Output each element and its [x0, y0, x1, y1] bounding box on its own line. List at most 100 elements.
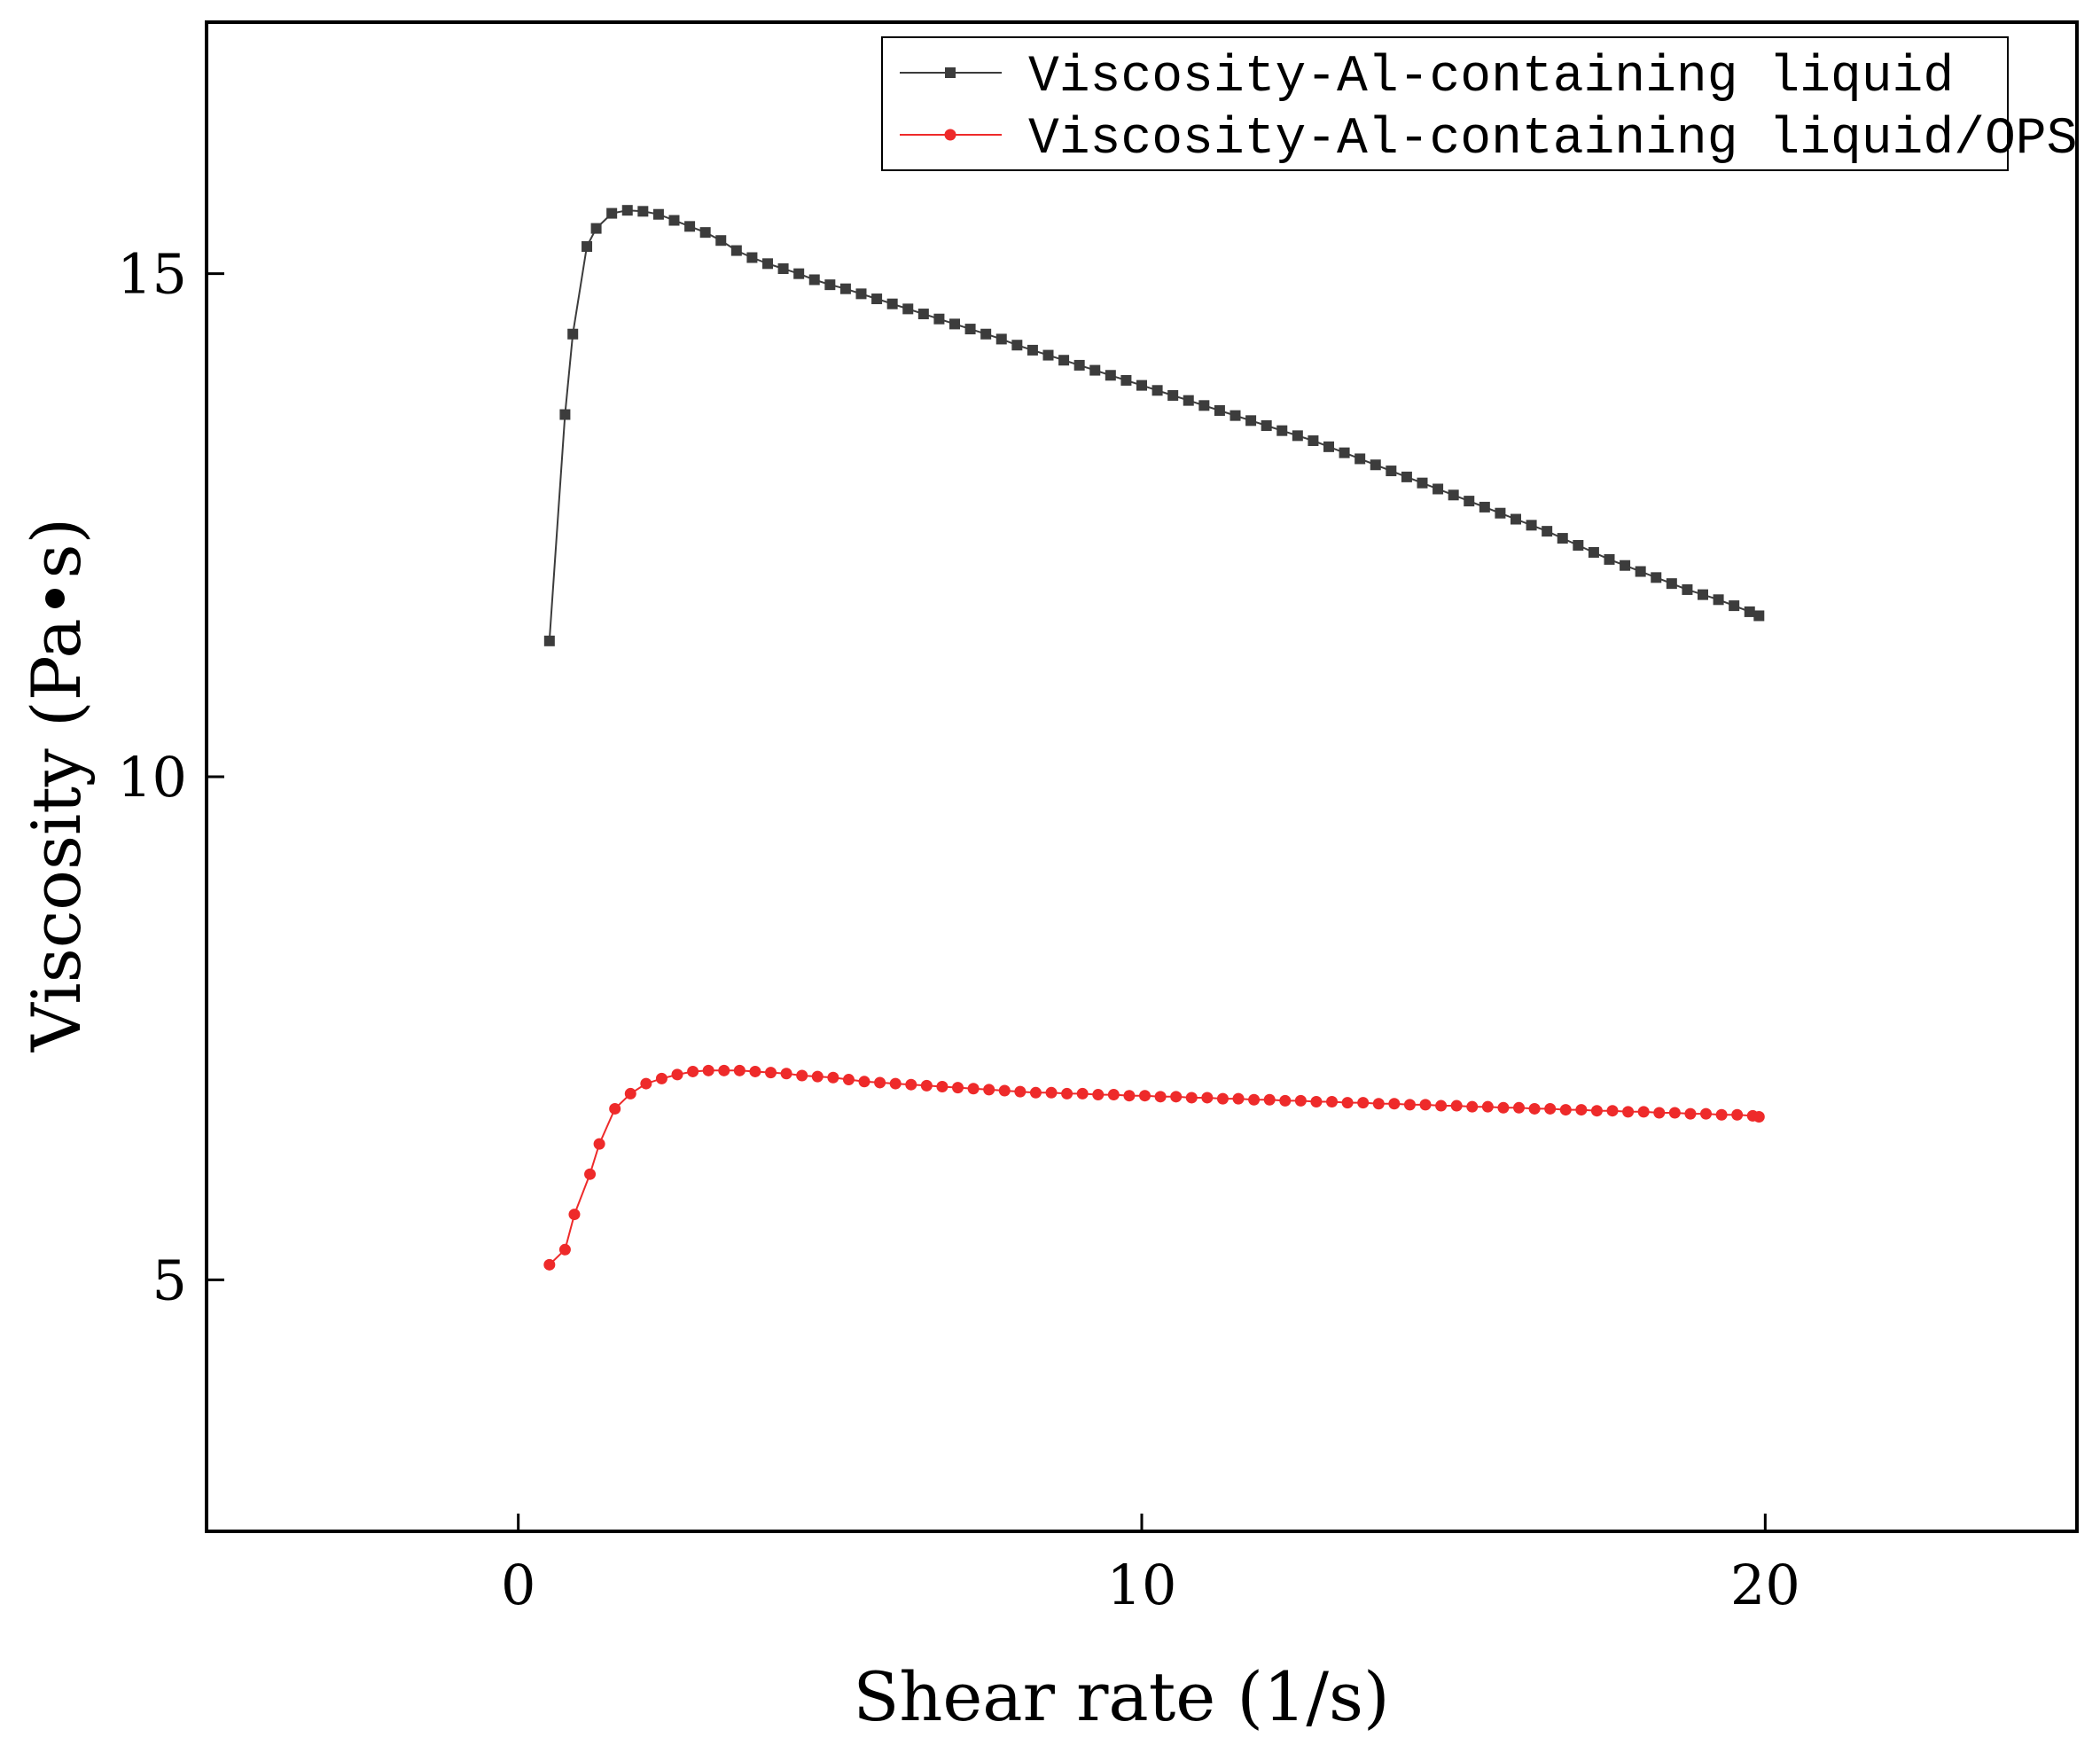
- data-point: [811, 1070, 824, 1083]
- data-point: [1544, 1102, 1557, 1115]
- data-point: [1230, 410, 1241, 421]
- data-point: [1466, 1100, 1479, 1113]
- data-point: [1372, 1098, 1385, 1110]
- data-point: [1753, 610, 1765, 622]
- data-point: [1698, 589, 1708, 600]
- y-tick-label: 10: [117, 745, 187, 810]
- data-point: [687, 1065, 699, 1077]
- data-point: [655, 1072, 667, 1084]
- data-point: [949, 318, 960, 330]
- data-point: [1653, 1107, 1666, 1119]
- data-point: [1123, 1090, 1136, 1102]
- data-point: [824, 279, 836, 291]
- data-series: [543, 205, 1765, 1271]
- data-point: [1136, 380, 1147, 391]
- data-point: [1073, 359, 1085, 371]
- data-point: [1388, 1098, 1401, 1110]
- legend-entry-2: Viscosity-Al-containing liquid/OPS: [900, 111, 2077, 168]
- data-point: [671, 1068, 683, 1081]
- legend: Viscosity-Al-containing liquidViscosity-…: [881, 36, 2077, 171]
- data-point: [715, 235, 727, 247]
- data-point: [762, 258, 773, 270]
- data-point: [668, 215, 680, 226]
- data-point: [793, 268, 805, 279]
- data-point: [1419, 1099, 1432, 1111]
- data-point: [543, 635, 555, 646]
- data-point: [1105, 370, 1116, 381]
- data-point: [1058, 355, 1070, 366]
- data-point: [1061, 1087, 1073, 1100]
- x-tick-label: 20: [1730, 1553, 1800, 1617]
- data-point: [777, 262, 789, 274]
- data-point: [1386, 466, 1397, 477]
- data-point: [1511, 513, 1521, 525]
- series-2: [543, 1064, 1765, 1271]
- data-point: [1606, 1105, 1619, 1117]
- legend-box: [881, 36, 2009, 171]
- data-point: [980, 328, 992, 340]
- data-point: [1464, 496, 1475, 507]
- data-point: [1263, 1093, 1276, 1106]
- data-point: [1045, 1086, 1058, 1099]
- data-point: [621, 205, 633, 216]
- data-point: [1354, 453, 1366, 465]
- legend-entry-1: Viscosity-Al-containing liquid: [900, 49, 1954, 106]
- data-point: [796, 1069, 808, 1082]
- data-point: [1198, 400, 1210, 411]
- x-tick-label: 0: [501, 1553, 535, 1617]
- data-point: [590, 223, 602, 234]
- data-point: [1248, 1093, 1261, 1106]
- data-point: [684, 221, 696, 232]
- data-point: [582, 241, 593, 253]
- data-point: [1076, 1087, 1089, 1100]
- data-point: [1027, 344, 1038, 356]
- data-point: [1201, 1092, 1214, 1104]
- data-point: [749, 1065, 761, 1077]
- data-point: [1310, 1095, 1323, 1107]
- data-point: [1526, 520, 1537, 531]
- data-point: [1261, 420, 1272, 432]
- data-point: [1308, 435, 1319, 447]
- data-point: [952, 1082, 964, 1094]
- data-point: [1357, 1097, 1370, 1109]
- data-point: [1575, 1104, 1588, 1116]
- data-point: [1339, 447, 1350, 458]
- data-point: [1435, 1100, 1448, 1112]
- y-tick-label: 5: [152, 1248, 187, 1312]
- data-point: [699, 227, 711, 239]
- data-point: [1403, 1099, 1416, 1111]
- data-point: [1401, 471, 1412, 482]
- data-point: [637, 206, 649, 217]
- data-point: [606, 207, 618, 219]
- data-point: [827, 1071, 839, 1084]
- data-point: [874, 1076, 886, 1089]
- data-point: [1513, 1101, 1526, 1114]
- data-point: [1713, 594, 1724, 606]
- data-point: [1666, 578, 1677, 590]
- legend-marker: [944, 129, 956, 141]
- data-point: [1448, 489, 1459, 501]
- data-point: [1294, 1094, 1307, 1107]
- data-point: [640, 1077, 652, 1090]
- data-point: [1528, 1102, 1541, 1115]
- data-point: [1245, 415, 1257, 427]
- data-point: [936, 1080, 949, 1092]
- data-point: [559, 409, 571, 420]
- data-point: [1292, 430, 1303, 442]
- data-point: [718, 1064, 730, 1076]
- legend-label: Viscosity-Al-containing liquid: [1028, 49, 1954, 106]
- data-point: [1214, 404, 1225, 416]
- data-point: [1433, 483, 1444, 495]
- data-point: [1326, 1095, 1339, 1107]
- axes: 0 10 20 5 10 15: [117, 242, 1800, 1617]
- data-point: [889, 1077, 902, 1090]
- data-point: [567, 328, 579, 340]
- data-point: [1167, 389, 1179, 401]
- data-point: [983, 1084, 995, 1096]
- data-point: [1481, 1100, 1494, 1113]
- data-point: [1622, 1106, 1635, 1118]
- data-point: [1370, 459, 1381, 471]
- x-axis-label: Shear rate (1/s): [853, 1657, 1389, 1736]
